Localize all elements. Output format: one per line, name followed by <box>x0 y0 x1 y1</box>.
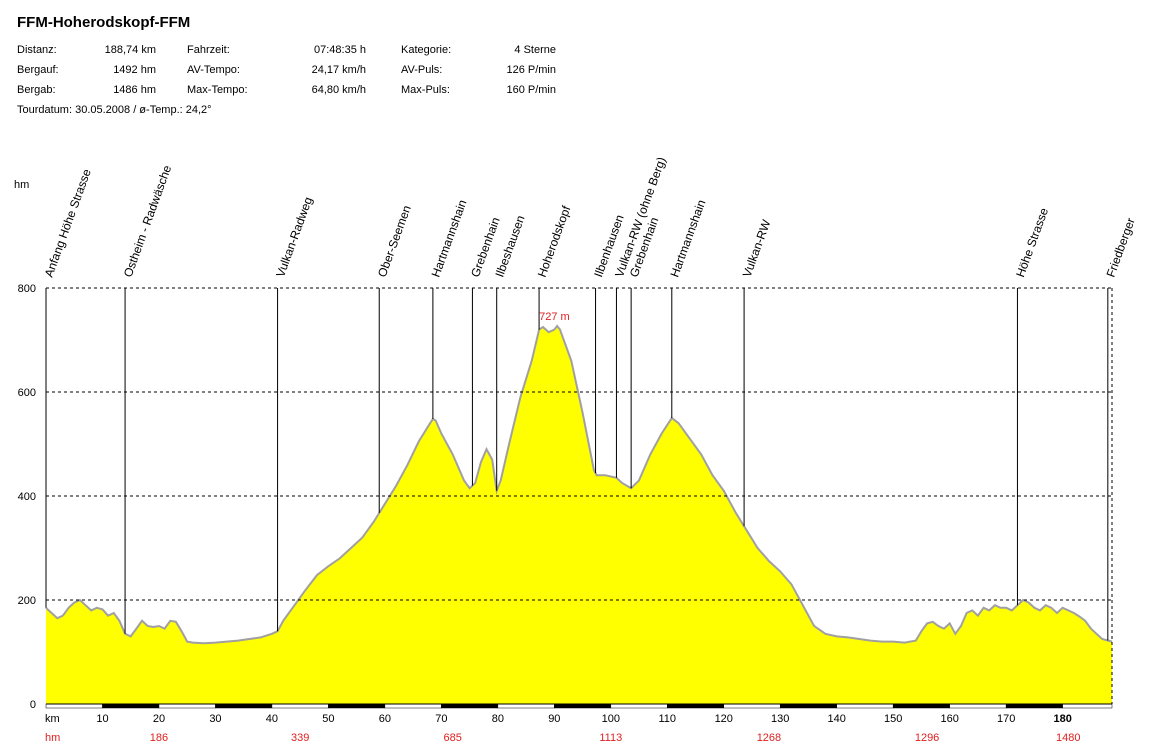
axis-band-segment <box>441 703 499 709</box>
stat-label-kategorie: Kategorie: <box>401 44 452 56</box>
stat-value-distanz: 188,74 km <box>104 44 156 56</box>
x-tick-label: 170 <box>997 713 1015 725</box>
x-tick-label: 100 <box>602 713 620 725</box>
x-tick-label: 130 <box>771 713 789 725</box>
landmark-label: Höhe Strasse <box>1013 206 1051 279</box>
axis-band-segment <box>1005 703 1063 709</box>
axis-band-segment <box>384 703 442 709</box>
axis-band-segment <box>667 703 725 709</box>
cumulative-ascent-label: 1480 <box>1056 732 1080 744</box>
axis-band-segment <box>949 703 1007 709</box>
landmark-label: Ostheim - Radwäsche <box>121 163 175 279</box>
landmark-label: Anfang Höhe Strasse <box>42 167 94 279</box>
axis-band-segment <box>723 703 781 709</box>
max-elevation-label: 727 m <box>539 311 570 323</box>
stat-label-distanz: Distanz: <box>17 44 57 56</box>
x-tick-label: 80 <box>492 713 504 725</box>
stat-label-bergab: Bergab: <box>17 84 56 96</box>
cumulative-ascent-label: 1113 <box>599 732 622 744</box>
landmark-label: Hartmannshain <box>429 198 470 279</box>
x-tick-label: 110 <box>659 713 677 725</box>
stat-value-max-puls: 160 P/min <box>506 84 556 96</box>
stat-value-bergab: 1486 hm <box>113 84 156 96</box>
stat-value-av-tempo: 24,17 km/h <box>311 64 366 76</box>
x-tick-label: 30 <box>209 713 221 725</box>
axis-band-segment <box>779 703 837 709</box>
stat-label-av-puls: AV-Puls: <box>401 64 443 76</box>
stat-label-max-tempo: Max-Tempo: <box>187 84 248 96</box>
cumulative-ascent-label: 1296 <box>915 732 939 744</box>
x-tick-label: 160 <box>940 713 958 725</box>
x-tick-label: 140 <box>828 713 846 725</box>
x-tick-label: 10 <box>96 713 108 725</box>
stat-label-max-puls: Max-Puls: <box>401 84 450 96</box>
x-tick-label: 20 <box>153 713 165 725</box>
x-tick-label: 60 <box>379 713 391 725</box>
axis-band-segment <box>554 703 612 709</box>
landmark-label: Hartmannshain <box>667 198 708 279</box>
stat-value-kategorie: 4 Sterne <box>514 44 556 56</box>
x-tick-label: 40 <box>266 713 278 725</box>
y-axis-label: hm <box>14 179 29 191</box>
x-tick-label: 150 <box>884 713 902 725</box>
y-tick-label: 0 <box>30 699 36 711</box>
x-tick-label: 120 <box>715 713 733 725</box>
landmark-label: Hoherodskopf <box>535 203 574 279</box>
x-tick-label: 90 <box>548 713 560 725</box>
stat-value-bergauf: 1492 hm <box>113 64 156 76</box>
elevation-outline <box>45 324 1113 645</box>
stat-value-fahrzeit: 07:48:35 h <box>314 44 366 56</box>
stat-label-av-tempo: AV-Tempo: <box>187 64 240 76</box>
ascent-row-label: hm <box>45 732 60 744</box>
x-tick-label: 50 <box>322 713 334 725</box>
y-tick-label: 200 <box>18 595 36 607</box>
landmark-label: Vulkan-RW <box>740 217 774 279</box>
axis-band-segment <box>328 703 386 709</box>
x-tick-label: 180 <box>1053 713 1071 725</box>
cumulative-ascent-label: 1268 <box>757 732 781 744</box>
x-tick-label: 70 <box>435 713 447 725</box>
axis-band-segment <box>836 703 894 709</box>
elevation-area <box>46 326 1112 704</box>
axis-band-segment <box>1062 703 1113 709</box>
landmark-label: Ober-Seemen <box>375 203 414 279</box>
stat-label-fahrzeit: Fahrzeit: <box>187 44 230 56</box>
tour-title: FFM-Hoherodskopf-FFM <box>17 14 191 31</box>
cumulative-ascent-label: 685 <box>443 732 461 744</box>
landmark-label: Vulkan-Radweg <box>273 195 315 279</box>
axis-band-segment <box>158 703 216 709</box>
axis-band-segment <box>610 703 668 709</box>
y-tick-label: 600 <box>18 387 36 399</box>
axis-band-segment <box>271 703 329 709</box>
cumulative-ascent-label: 186 <box>150 732 168 744</box>
stat-value-max-tempo: 64,80 km/h <box>311 84 366 96</box>
y-tick-label: 400 <box>18 491 36 503</box>
stat-value-av-puls: 126 P/min <box>506 64 556 76</box>
tour-date-line: Tourdatum: 30.05.2008 / ø-Temp.: 24,2° <box>17 104 212 116</box>
axis-band-segment <box>497 703 555 709</box>
axis-band-segment <box>102 703 160 709</box>
stat-label-bergauf: Bergauf: <box>17 64 59 76</box>
landmark-label: Friedberger <box>1103 216 1137 279</box>
cumulative-ascent-label: 339 <box>291 732 309 744</box>
axis-band-segment <box>892 703 950 709</box>
axis-band-segment <box>215 703 273 709</box>
y-tick-label: 800 <box>18 283 36 295</box>
axis-band-segment <box>45 703 103 709</box>
x-axis-label: km <box>45 713 60 725</box>
